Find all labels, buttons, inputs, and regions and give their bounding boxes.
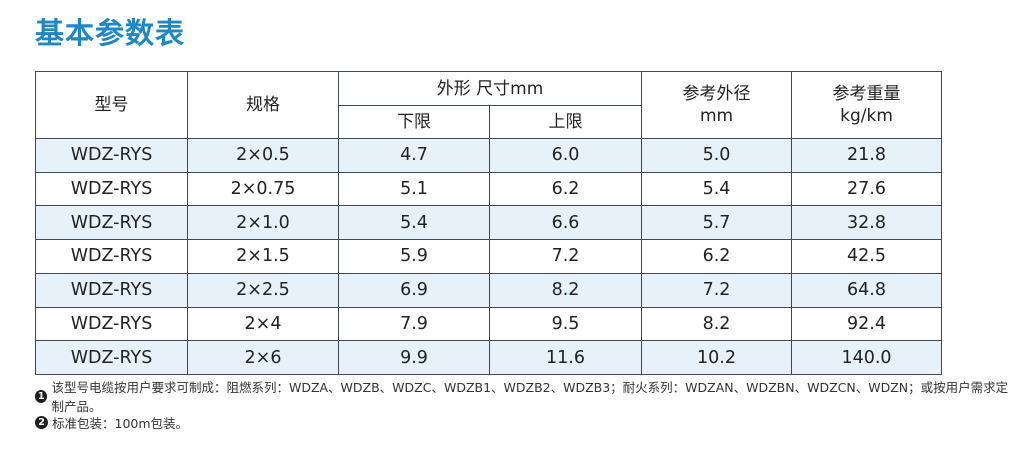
number-one-icon: 1 [35, 389, 48, 403]
cell-spec: 2×4 [187, 306, 339, 342]
cell-upper: 9.5 [489, 306, 642, 342]
cell-upper: 6.0 [489, 138, 642, 173]
cell-weight: 64.8 [791, 272, 942, 308]
cell-lower: 5.9 [338, 239, 490, 274]
cell-lower: 5.4 [338, 205, 490, 241]
table-row: WDZ-RYS 2×2.5 6.9 8.2 7.2 64.8 [35, 272, 942, 308]
page-title: 基本参数表 [35, 16, 186, 50]
table-row: WDZ-RYS 2×1.0 5.4 6.6 5.7 32.8 [35, 205, 942, 241]
cell-upper: 11.6 [489, 340, 642, 375]
cell-model: WDZ-RYS [35, 138, 188, 173]
header-ref-weight: 参考重量 kg/km [791, 71, 942, 139]
header-ref-weight-line2: kg/km [840, 106, 893, 126]
cell-weight: 42.5 [791, 239, 942, 274]
cell-spec: 2×0.75 [187, 171, 339, 207]
cell-model: WDZ-RYS [35, 306, 188, 342]
cell-spec: 2×2.5 [187, 272, 339, 308]
table-row: WDZ-RYS 2×0.75 5.1 6.2 5.4 27.6 [35, 171, 942, 207]
header-model: 型号 [35, 71, 188, 139]
cell-upper: 6.2 [489, 171, 642, 207]
cell-model: WDZ-RYS [35, 272, 188, 308]
cell-model: WDZ-RYS [35, 340, 188, 375]
cell-spec: 2×1.0 [187, 205, 339, 241]
cell-model: WDZ-RYS [35, 171, 188, 207]
cell-lower: 5.1 [338, 171, 490, 207]
note-item: 2 标准包装：100m包装。 [35, 412, 1016, 432]
cell-weight: 21.8 [791, 138, 942, 173]
note-text: 该型号电缆按用户要求可制成：阻燃系列：WDZA、WDZB、WDZC、WDZB1、… [51, 380, 1009, 414]
number-two-icon: 2 [35, 415, 48, 429]
cell-od: 5.0 [641, 138, 792, 173]
cell-model: WDZ-RYS [35, 205, 188, 241]
header-upper: 上限 [489, 105, 642, 139]
header-ref-od-line1: 参考外径 [682, 84, 751, 104]
cell-lower: 4.7 [338, 138, 490, 173]
cell-spec: 2×1.5 [187, 239, 339, 274]
cell-lower: 6.9 [338, 272, 490, 308]
table-row: WDZ-RYS 2×4 7.9 9.5 8.2 92.4 [35, 306, 942, 342]
table-row: WDZ-RYS 2×1.5 5.9 7.2 6.2 42.5 [35, 239, 942, 274]
cell-od: 6.2 [641, 239, 792, 274]
cell-od: 10.2 [641, 340, 792, 375]
cell-weight: 32.8 [791, 205, 942, 241]
header-ref-od: 参考外径 mm [641, 71, 792, 139]
header-ref-od-line2: mm [699, 106, 734, 126]
cell-upper: 7.2 [489, 239, 642, 274]
table-row: WDZ-RYS 2×0.5 4.7 6.0 5.0 21.8 [35, 138, 942, 173]
cell-upper: 8.2 [489, 272, 642, 308]
cell-od: 5.4 [641, 171, 792, 207]
note-item: 1 该型号电缆按用户要求可制成：阻燃系列：WDZA、WDZB、WDZC、WDZB… [35, 380, 1016, 414]
cell-od: 5.7 [641, 205, 792, 241]
cell-model: WDZ-RYS [35, 239, 188, 274]
header-spec: 规格 [187, 71, 339, 139]
spec-table: 型号 规格 外形 尺寸mm 参考外径 mm 参考重量 kg/km 下限 上限 W… [35, 71, 942, 375]
header-lower: 下限 [338, 105, 490, 139]
cell-spec: 2×0.5 [187, 138, 339, 173]
cell-od: 8.2 [641, 306, 792, 342]
cell-weight: 27.6 [791, 171, 942, 207]
note-text: 标准包装：100m包装。 [52, 415, 189, 431]
header-ref-weight-line1: 参考重量 [832, 84, 901, 104]
cell-lower: 9.9 [338, 340, 490, 375]
cell-upper: 6.6 [489, 205, 642, 241]
header-outer-size: 外形 尺寸mm [338, 71, 642, 106]
cell-weight: 140.0 [791, 340, 942, 375]
table-row: WDZ-RYS 2×6 9.9 11.6 10.2 140.0 [35, 340, 942, 375]
cell-od: 7.2 [641, 272, 792, 308]
cell-lower: 7.9 [338, 306, 490, 342]
notes: 1 该型号电缆按用户要求可制成：阻燃系列：WDZA、WDZB、WDZC、WDZB… [35, 380, 1016, 438]
cell-spec: 2×6 [187, 340, 339, 375]
cell-weight: 92.4 [791, 306, 942, 342]
